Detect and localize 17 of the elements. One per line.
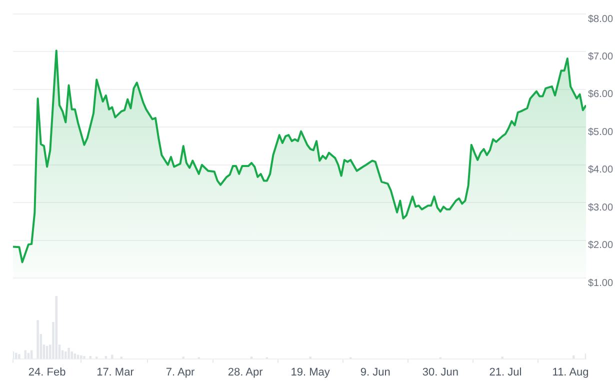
y-tick-label: $4.00 <box>588 164 614 176</box>
y-tick-label: $5.00 <box>588 126 614 138</box>
x-tick-label: 7. Apr <box>166 366 195 378</box>
x-tick-label: 24. Feb <box>28 366 66 378</box>
y-tick-label: $6.00 <box>588 89 614 100</box>
x-tick-label: 11. Aug <box>552 366 589 378</box>
x-tick-label: 21. Jul <box>489 366 522 378</box>
y-tick-label: $2.00 <box>588 240 614 252</box>
x-tick-label: 28. Apr <box>228 366 264 378</box>
x-tick-label: 9. Jun <box>360 366 390 378</box>
x-tick-label: 17. Mar <box>96 366 134 378</box>
y-tick-label: $7.00 <box>588 51 614 62</box>
y-tick-label: $8.00 <box>588 14 614 25</box>
y-tick-label: $1.00 <box>588 278 614 289</box>
x-tick-label: 30. Jun <box>422 366 458 378</box>
y-tick-label: $3.00 <box>588 202 614 214</box>
x-tick-label: 19. May <box>290 366 330 378</box>
